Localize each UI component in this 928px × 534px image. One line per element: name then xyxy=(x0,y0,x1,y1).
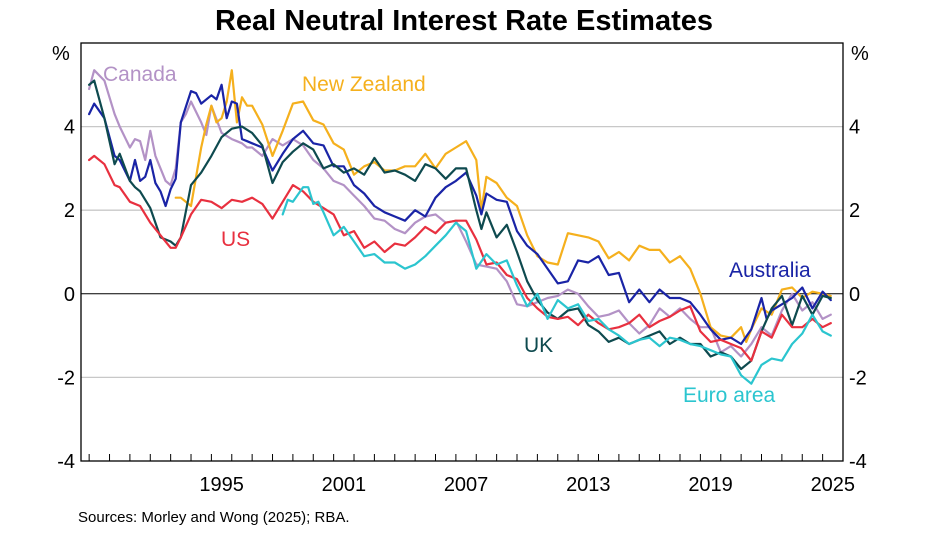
x-tick-label: 2001 xyxy=(322,474,367,496)
y-tick-label-right: -2 xyxy=(849,367,867,389)
left-unit-label: % xyxy=(52,43,70,65)
x-tick-label: 1995 xyxy=(199,474,244,496)
series-line-australia xyxy=(87,83,832,346)
y-axis-right: -4 -2 0 2 4 xyxy=(849,117,867,473)
series-label-uk: UK xyxy=(524,334,553,357)
x-tick-label: 2013 xyxy=(566,474,611,496)
series-line-canada xyxy=(87,69,832,358)
y-tick-label-left: 0 xyxy=(64,284,75,306)
x-tick-label: 2007 xyxy=(444,474,489,496)
series-label-australia: Australia xyxy=(729,259,811,282)
y-tick-label-right: -4 xyxy=(849,451,867,473)
grid-lines xyxy=(81,125,843,379)
chart-title: Real Neutral Interest Rate Estimates xyxy=(215,5,713,37)
series-label-us: US xyxy=(221,228,250,251)
series-line-new-zealand xyxy=(174,69,832,343)
series-lines xyxy=(87,69,832,385)
x-axis-ticks xyxy=(88,454,844,461)
y-axis-left: -4 -2 0 2 4 xyxy=(57,117,75,473)
series-label-canada: Canada xyxy=(103,63,177,86)
y-tick-label-right: 2 xyxy=(849,200,860,222)
right-unit-label: % xyxy=(851,43,869,65)
x-tick-label: 2025 xyxy=(811,474,856,496)
x-axis-labels: 1995 2001 2007 2013 2019 2025 xyxy=(199,474,855,496)
series-line-euro-area xyxy=(281,186,832,385)
plot-frame xyxy=(80,42,844,462)
y-tick-label-left: 4 xyxy=(64,117,75,139)
y-tick-label-left: 2 xyxy=(64,200,75,222)
series-label-new-zealand: New Zealand xyxy=(302,73,426,96)
x-tick-label: 2019 xyxy=(688,474,733,496)
y-tick-label-left: -4 xyxy=(57,451,75,473)
series-line-us xyxy=(87,154,832,362)
series-label-euro-area: Euro area xyxy=(683,384,776,407)
source-note: Sources: Morley and Wong (2025); RBA. xyxy=(78,509,350,526)
y-tick-label-right: 0 xyxy=(849,284,860,306)
y-tick-label-left: -2 xyxy=(57,367,75,389)
y-tick-label-right: 4 xyxy=(849,117,860,139)
